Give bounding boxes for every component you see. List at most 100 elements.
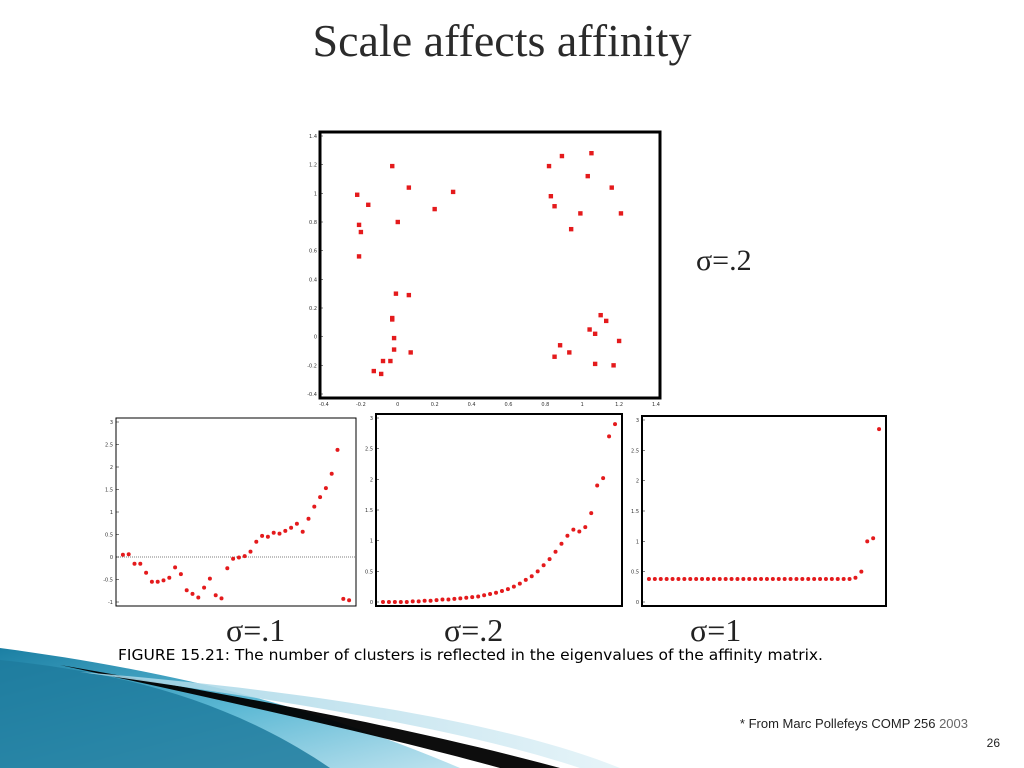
data-point	[770, 576, 775, 581]
data-point	[144, 570, 149, 575]
data-point	[711, 576, 716, 581]
data-point	[567, 350, 572, 355]
data-point	[294, 521, 299, 526]
y-tick-label: 0.5	[631, 570, 639, 576]
data-point	[225, 566, 230, 571]
y-tick-label: 0.6	[309, 249, 317, 255]
data-point	[747, 576, 752, 581]
data-point	[207, 576, 212, 581]
data-point	[231, 556, 236, 561]
data-point	[578, 211, 583, 216]
data-point	[390, 317, 395, 322]
data-point	[428, 598, 433, 603]
data-point	[607, 434, 612, 439]
data-point	[132, 561, 137, 566]
data-point	[422, 598, 427, 603]
data-point	[859, 569, 864, 574]
data-point	[380, 358, 386, 364]
data-point	[213, 593, 218, 598]
data-point	[155, 579, 160, 584]
data-point	[391, 335, 397, 341]
y-tick-label: 2.5	[365, 447, 373, 453]
y-tick-label: 1	[636, 539, 639, 545]
data-point	[841, 576, 846, 581]
y-tick-label: 1.5	[631, 509, 639, 515]
data-point	[190, 591, 195, 596]
data-point	[776, 576, 781, 581]
data-point	[613, 422, 618, 427]
data-point	[398, 600, 403, 604]
data-point	[871, 536, 876, 541]
data-point	[759, 576, 764, 581]
data-point	[546, 163, 552, 169]
data-point	[585, 173, 590, 179]
x-tick-label: -0.2	[356, 402, 366, 408]
data-point	[835, 576, 840, 581]
data-point	[577, 529, 582, 534]
y-tick-label: 1.4	[309, 134, 317, 140]
main-sigma-label: σ=.2	[696, 244, 752, 277]
x-tick-label: 0.4	[468, 402, 476, 408]
data-point	[611, 363, 616, 368]
data-point	[476, 594, 481, 599]
data-point	[589, 511, 594, 516]
y-tick-label: 0.8	[309, 220, 317, 226]
data-point	[323, 486, 328, 491]
data-point	[388, 358, 393, 364]
data-point	[664, 576, 669, 581]
data-point	[559, 541, 564, 546]
data-point	[658, 576, 663, 581]
y-tick-label: -0.2	[307, 363, 317, 369]
data-point	[464, 595, 469, 600]
data-point	[557, 343, 563, 348]
sigma-label-1: σ=.1	[226, 612, 286, 648]
y-tick-label: 3	[370, 416, 373, 422]
data-point	[511, 584, 516, 589]
data-point	[371, 368, 376, 374]
data-point	[494, 590, 499, 595]
data-point	[694, 576, 699, 581]
data-point	[616, 338, 622, 344]
data-point	[358, 229, 364, 235]
slide-title: Scale affects affinity	[312, 15, 692, 66]
data-point	[408, 350, 413, 355]
data-point	[458, 596, 463, 601]
data-point	[178, 572, 183, 577]
y-tick-label: 0.4	[309, 277, 317, 283]
y-tick-label: 3	[636, 418, 639, 424]
data-point	[260, 533, 265, 538]
data-point	[682, 576, 687, 581]
data-point	[589, 151, 594, 156]
data-point	[355, 192, 360, 197]
x-tick-label: 1.2	[615, 402, 623, 408]
data-point	[356, 254, 362, 259]
x-tick-label: 0.2	[431, 402, 439, 408]
data-point	[335, 447, 340, 452]
y-tick-label: 1	[370, 539, 373, 545]
data-point	[705, 576, 710, 581]
data-point	[482, 593, 487, 598]
data-point	[300, 529, 305, 534]
data-point	[865, 539, 870, 544]
data-point	[390, 163, 395, 169]
data-point	[812, 576, 817, 581]
y-tick-label: 0.2	[309, 306, 317, 312]
data-point	[788, 576, 793, 581]
data-point	[676, 576, 681, 581]
data-point	[242, 554, 247, 559]
data-point	[391, 347, 397, 352]
plot-frame-0	[318, 130, 662, 400]
data-point	[782, 576, 787, 581]
data-point	[380, 600, 385, 604]
data-point	[598, 312, 603, 318]
data-point	[356, 222, 362, 228]
data-point	[735, 576, 740, 581]
y-tick-label: 1.2	[309, 163, 317, 169]
plot-frame-1	[115, 417, 357, 607]
data-point	[853, 575, 858, 580]
data-point	[764, 576, 769, 581]
y-tick-label: 1.5	[105, 488, 113, 494]
data-point	[592, 361, 598, 367]
